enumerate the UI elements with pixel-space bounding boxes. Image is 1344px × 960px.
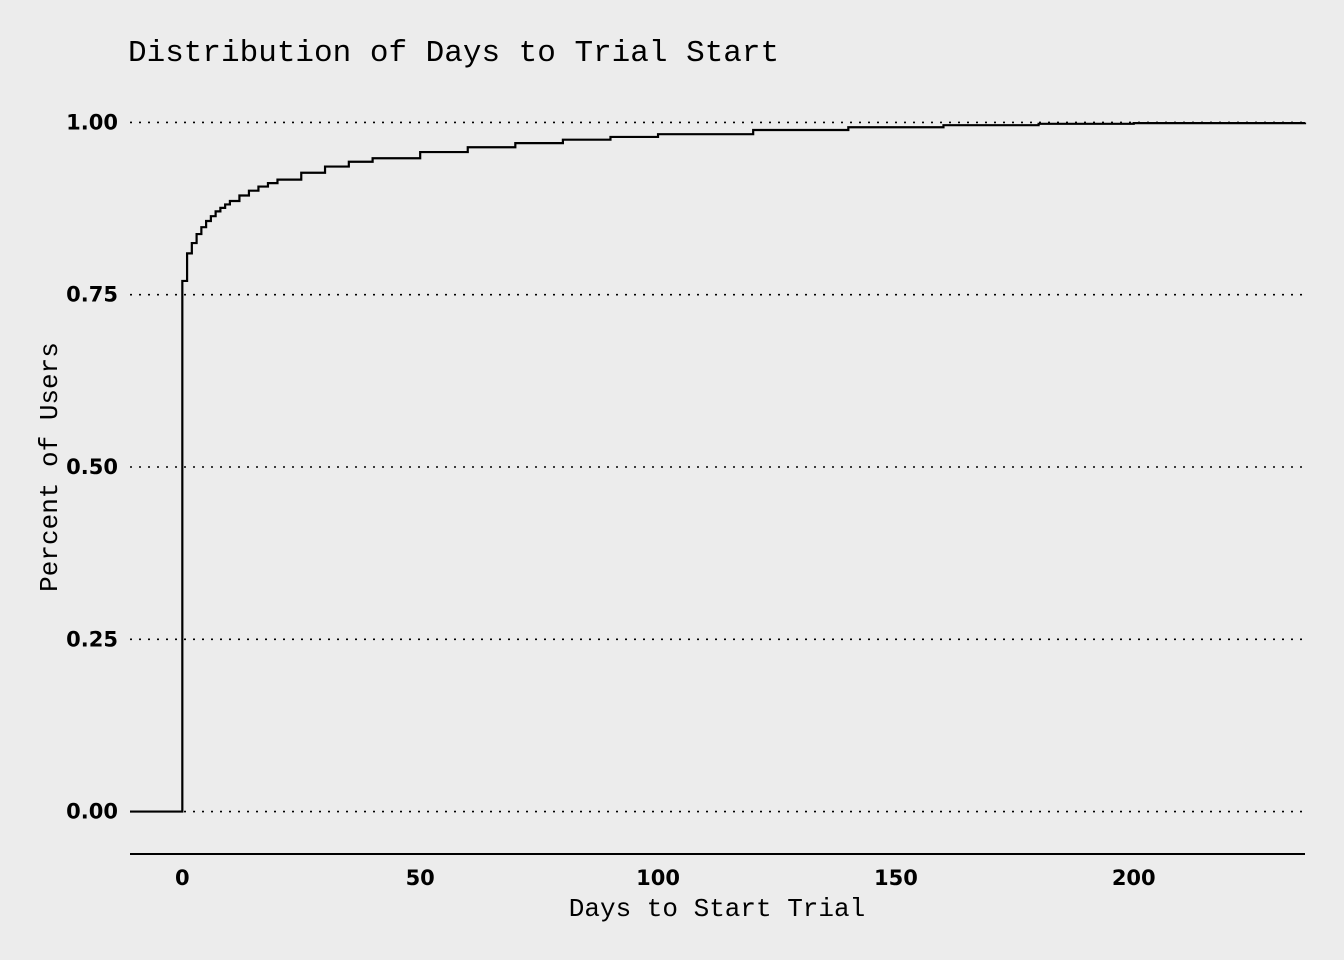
ecdf-series-line: [130, 122, 1307, 813]
y-tick-label-3: 0.75: [66, 283, 118, 307]
y-tick-label-0: 0.00: [66, 800, 118, 824]
y-tick-label-1: 0.25: [66, 627, 118, 651]
y-axis-title: Percent of Users: [35, 342, 65, 592]
x-tick-label-4: 200: [1112, 866, 1156, 890]
grid-lines: [130, 121, 1305, 813]
y-tick-label-2: 0.50: [66, 455, 118, 479]
y-tick-labels: 0.00 0.25 0.50 0.75 1.00: [66, 110, 118, 823]
x-tick-label-1: 50: [406, 866, 435, 890]
x-tick-label-2: 100: [636, 866, 680, 890]
x-tick-label-0: 0: [175, 866, 190, 890]
x-tick-label-3: 150: [874, 866, 918, 890]
y-tick-label-4: 1.00: [66, 110, 118, 134]
chart-title: Distribution of Days to Trial Start: [128, 36, 779, 71]
x-axis-title: Days to Start Trial: [569, 894, 865, 924]
x-tick-labels: 0 50 100 150 200: [175, 866, 1156, 890]
